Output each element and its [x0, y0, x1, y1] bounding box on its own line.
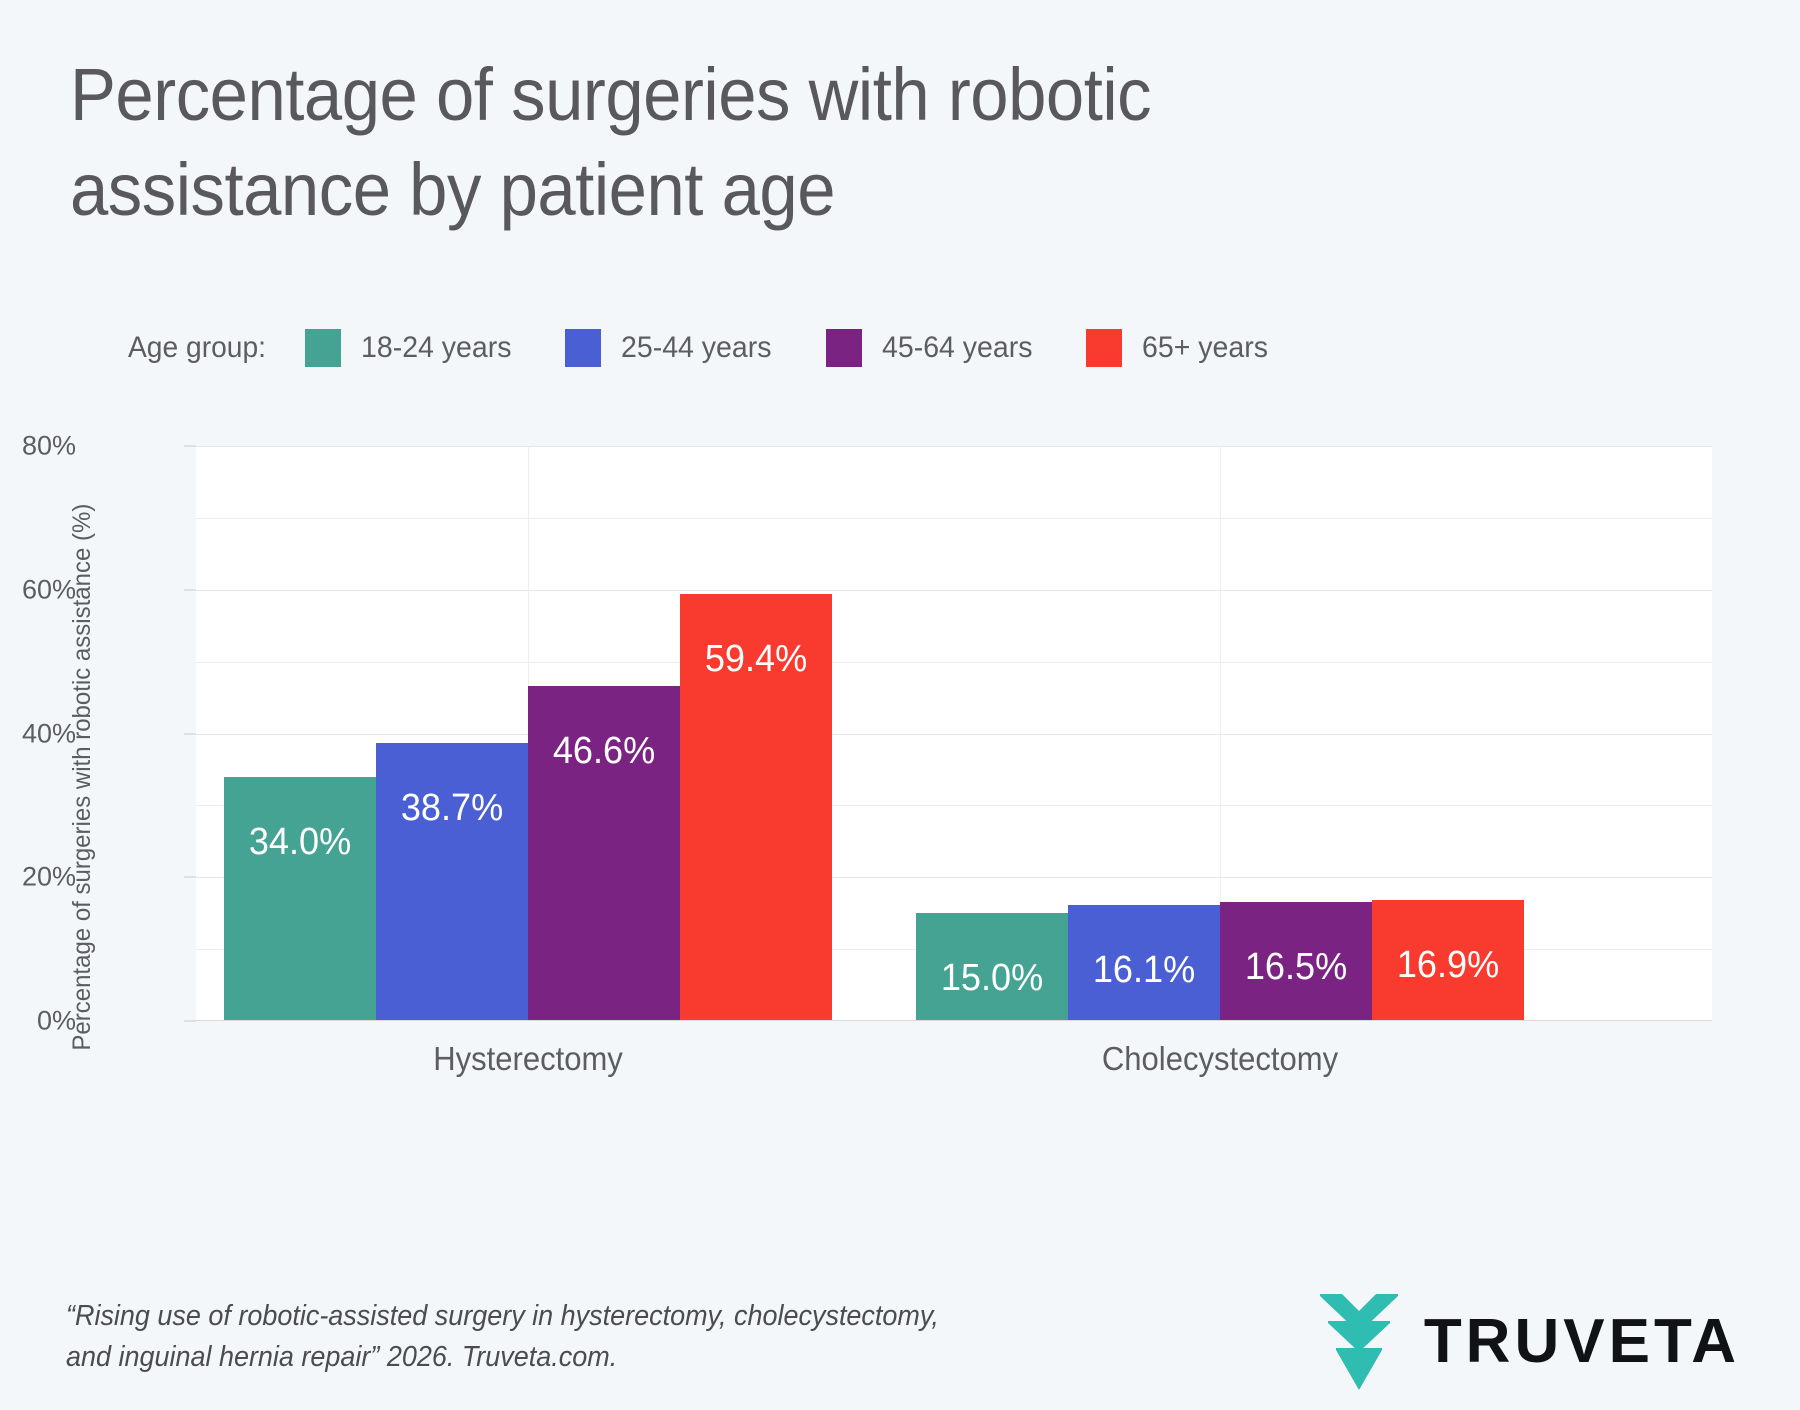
gridline-60 [196, 589, 1712, 591]
bar[interactable]: 16.5% [1220, 902, 1372, 1021]
bar-value-label: 59.4% [704, 638, 808, 681]
bar-value-label: 46.6% [552, 730, 656, 773]
page-title: Percentage of surgeries with robotic ass… [70, 53, 1152, 231]
y-tick-mark-20 [184, 876, 196, 878]
bar[interactable]: 59.4% [680, 594, 832, 1021]
bar[interactable]: 46.6% [528, 686, 680, 1021]
y-tick-label-60: 60% [21, 574, 76, 605]
y-tick-label-40: 40% [21, 718, 76, 748]
source-caption: “Rising use of robotic-assisted surgery … [66, 1300, 939, 1374]
gridline-30 [196, 805, 1712, 807]
x-category-label-1: Cholecystectomy [1101, 1040, 1339, 1077]
gridline-80 [196, 446, 1712, 447]
bar[interactable]: 34.0% [224, 776, 376, 1021]
y-tick-mark-40 [184, 733, 196, 734]
truveta-wordmark: TRUVETA [1423, 1307, 1740, 1376]
bar[interactable]: 38.7% [376, 742, 528, 1021]
legend: Age group: 18-24 years 25-44 years 45-64… [128, 325, 1321, 371]
x-category-label-0: Hysterectomy [433, 1040, 623, 1077]
bar-value-label: 38.7% [400, 786, 504, 829]
group-separator-1 [1220, 446, 1221, 1021]
bar-value-label: 16.5% [1244, 946, 1348, 989]
y-tick-mark-60 [184, 589, 196, 591]
gridline-20 [196, 877, 1712, 879]
legend-item-25-44[interactable]: 25-44 years [565, 329, 779, 367]
gridline-40 [196, 733, 1712, 735]
y-tick-label-80: 80% [21, 430, 76, 461]
legend-item-45-64[interactable]: 45-64 years [825, 329, 1040, 367]
y-tick-mark-80 [184, 445, 196, 447]
bar-value-label: 15.0% [940, 957, 1044, 1000]
legend-item-18-24[interactable]: 18-24 years [304, 329, 519, 367]
y-tick-label-20: 20% [21, 861, 76, 892]
bar[interactable]: 16.1% [1068, 905, 1220, 1021]
bar-value-label: 34.0% [248, 820, 352, 863]
y-axis-title: Percentage of surgeries with robotic ass… [62, 0, 102, 1051]
bar[interactable]: 15.0% [916, 913, 1068, 1021]
bar-value-label: 16.9% [1396, 943, 1500, 986]
legend-swatch-18-24 [304, 329, 341, 367]
y-tick-mark-0 [184, 1020, 196, 1022]
x-axis-line [196, 1020, 1712, 1021]
plot-area: 34.0% 38.7% 46.6% 59.4% 15.0% 16.1% 16.5% 16.9% [196, 446, 1712, 1021]
gridline-70 [196, 517, 1712, 519]
gridline-50 [196, 661, 1712, 663]
legend-label-25-44: 25-44 years [621, 331, 772, 364]
legend-title: Age group: [128, 331, 266, 364]
legend-label-18-24: 18-24 years [360, 331, 512, 364]
bar-value-label: 16.1% [1092, 949, 1196, 992]
legend-item-65plus[interactable]: 65+ years [1086, 329, 1275, 367]
truveta-chevron-icon [1319, 1294, 1398, 1390]
bar[interactable]: 16.9% [1372, 899, 1524, 1021]
legend-label-45-64: 45-64 years [881, 331, 1033, 364]
legend-swatch-65plus [1086, 329, 1123, 367]
y-tick-label-0: 0% [36, 1005, 76, 1036]
legend-swatch-45-64 [825, 329, 862, 367]
truveta-logo: TRUVETA [1319, 1292, 1740, 1392]
legend-label-65plus: 65+ years [1142, 331, 1269, 364]
legend-swatch-25-44 [565, 329, 602, 367]
